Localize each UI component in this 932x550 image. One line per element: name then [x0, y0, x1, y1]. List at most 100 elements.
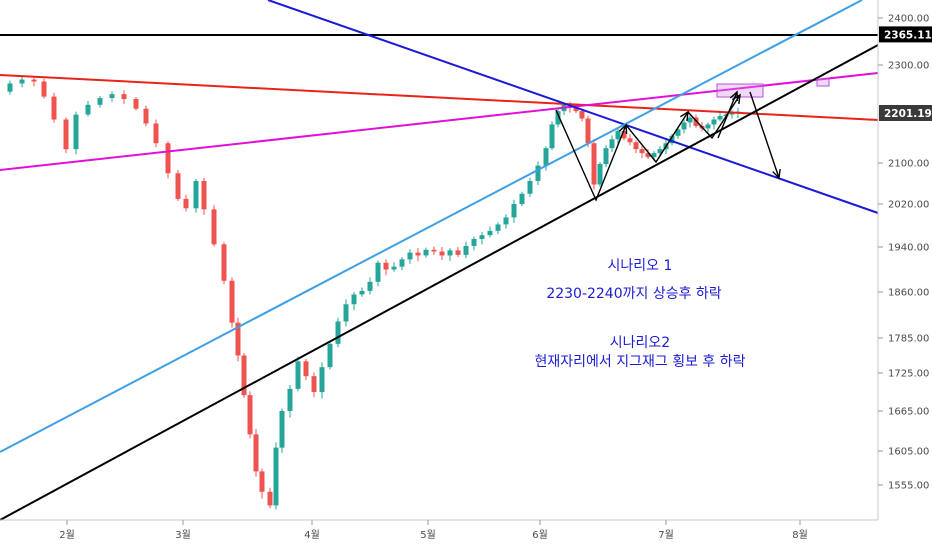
y-tick-label: 1860.00 — [888, 288, 929, 299]
candle-body — [579, 111, 585, 119]
y-tick-label: 2100.00 — [888, 159, 929, 170]
light-blue-channel-line — [0, 0, 863, 453]
y-tick-label: 1555.00 — [888, 481, 929, 492]
candle-body — [211, 209, 217, 245]
candle-body — [415, 252, 421, 256]
scenario-up-arrow-head — [729, 90, 739, 102]
time-axis[interactable]: 2월 3월 4월 5월 6월 7월 8월 — [59, 520, 808, 541]
candle-body — [717, 116, 723, 120]
candle-body — [597, 164, 603, 185]
candle-body — [143, 108, 149, 124]
candle-body — [41, 81, 47, 97]
y-tick-label: 1605.00 — [888, 447, 929, 458]
candle-body — [109, 94, 115, 99]
scenario-1-title: 시나리오 1 — [608, 258, 673, 274]
candle-body — [639, 149, 645, 154]
price-badge — [879, 26, 932, 43]
price-axis[interactable]: 2400.00 2300.00 2100.00 2020.00 1940.00 1860.… — [878, 14, 929, 492]
candle-body — [455, 250, 461, 255]
candle-body — [367, 281, 373, 291]
scenario-zigzag-arrow-2 — [625, 111, 689, 164]
candle-body — [711, 119, 717, 125]
candle-body — [31, 79, 37, 82]
candle-body — [359, 290, 365, 295]
candle-body — [85, 104, 91, 115]
candle-body — [193, 180, 199, 209]
candle-body — [675, 129, 681, 136]
scenario-2-text: 현재자리에서 지그재그 횡보 후 하락 — [535, 354, 746, 370]
candle-body — [259, 471, 265, 492]
candle-body — [273, 447, 279, 506]
candle-body — [555, 111, 561, 125]
x-tick-label: 2월 — [59, 529, 75, 541]
candle-body — [603, 148, 609, 165]
candle-body — [573, 107, 579, 112]
candle-body — [503, 217, 509, 225]
candle-body — [235, 322, 241, 356]
support-line — [0, 44, 879, 521]
candle-body — [447, 250, 453, 256]
candle-body — [7, 83, 13, 92]
candle-body — [609, 139, 615, 149]
candle-body — [279, 411, 285, 448]
x-tick-label: 6월 — [532, 529, 548, 541]
candle-body — [543, 148, 549, 166]
x-tick-label: 4월 — [304, 529, 320, 541]
candle-body — [657, 149, 663, 154]
scenario-2-title: 시나리오2 — [610, 335, 670, 351]
candle-body — [431, 249, 437, 252]
candle-body — [621, 130, 627, 139]
candle-body — [229, 280, 235, 323]
small-target-box — [816, 78, 830, 87]
candle-body — [319, 367, 325, 392]
y-tick-label: 2400.00 — [888, 14, 929, 25]
candle-body — [681, 122, 687, 130]
candle-body — [479, 235, 485, 239]
scenario-notes: 시나리오 1 2230-2240까지 상승후 하락 시나리오2 현재자리에서 지… — [535, 258, 746, 370]
candle-body — [471, 238, 477, 246]
candle-body — [335, 321, 341, 344]
candle-body — [423, 249, 429, 256]
red-trend-line — [0, 74, 879, 121]
magenta-trend-line — [0, 72, 879, 171]
candle-body — [153, 123, 159, 144]
y-tick-label: 2020.00 — [888, 200, 929, 211]
candle-body — [19, 79, 25, 84]
candle-body — [165, 143, 171, 174]
candle-body — [535, 165, 541, 181]
candle-body — [495, 224, 501, 231]
candle-body — [383, 262, 389, 270]
y-tick-label: 1940.00 — [888, 243, 929, 254]
candle-body — [585, 118, 591, 144]
y-tick-label: 1725.00 — [888, 369, 929, 380]
candle-body — [549, 124, 555, 149]
candle-body — [407, 252, 413, 260]
candle-body — [439, 251, 445, 256]
x-tick-label: 7월 — [658, 529, 674, 541]
scenario-zigzag-arrow-3 — [687, 94, 741, 140]
scenario-up-arrow — [717, 91, 738, 139]
candles — [7, 75, 741, 510]
candle-body — [729, 113, 735, 115]
candle-body — [615, 130, 621, 140]
candle-body — [375, 262, 381, 282]
candle-body — [267, 491, 273, 506]
x-tick-label: 8월 — [792, 529, 808, 541]
candle-body — [705, 124, 711, 129]
candle-body — [669, 135, 675, 144]
candle-body — [511, 204, 517, 218]
candle-body — [133, 99, 139, 109]
blue-downtrend-line — [267, 0, 879, 214]
candle-body — [693, 117, 699, 126]
y-tick-label: 2300.00 — [888, 61, 929, 72]
candle-body — [303, 361, 309, 377]
candle-body — [687, 117, 693, 123]
y-tick-label: 1785.00 — [888, 334, 929, 345]
candle-body — [591, 143, 597, 185]
candle-body — [645, 153, 651, 158]
candle-body — [183, 198, 189, 209]
candle-body — [327, 343, 333, 368]
candle-body — [287, 388, 293, 411]
candle-body — [463, 245, 469, 255]
